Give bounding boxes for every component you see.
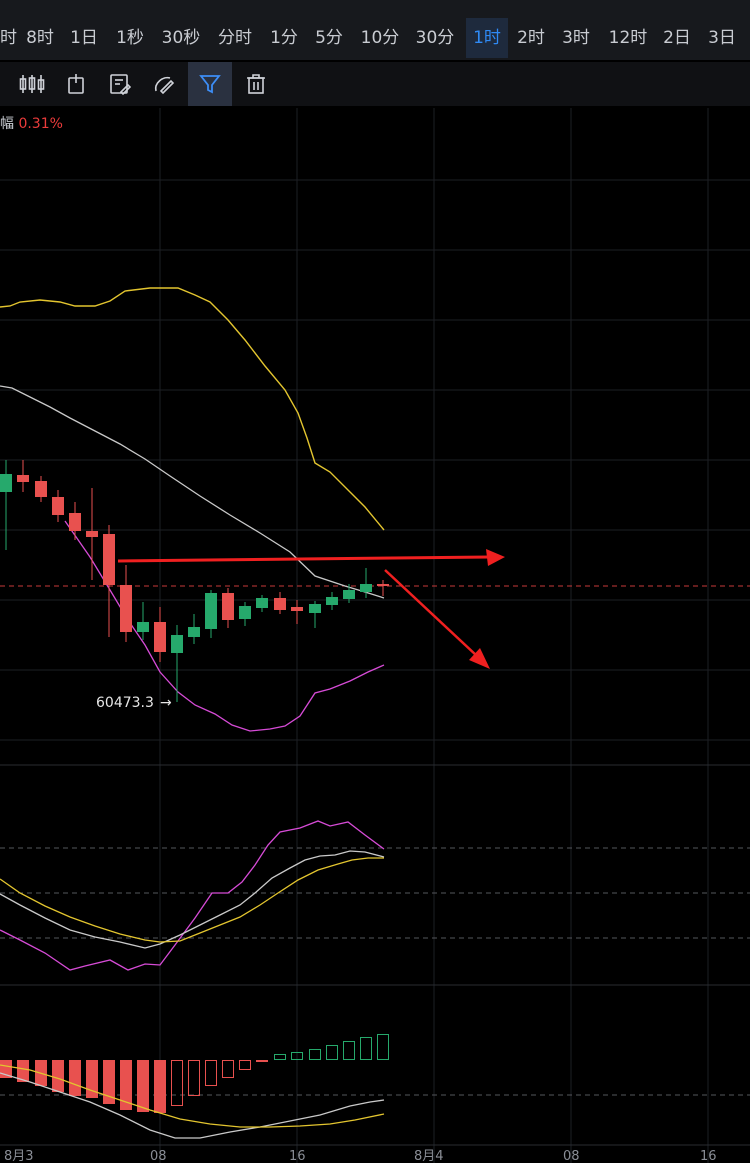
timeframe-tab-1[interactable]: 8时 (26, 28, 54, 48)
amplitude-label: 幅 (0, 116, 14, 132)
timeframe-tab-12[interactable]: 3时 (562, 28, 590, 48)
timeframe-tab-6[interactable]: 1分 (270, 28, 298, 48)
drawn-arrows[interactable] (117, 549, 505, 669)
candle-3 (35, 476, 47, 502)
x-axis-label: 08 (150, 1149, 167, 1163)
candle-4 (52, 490, 64, 522)
candle-7 (103, 525, 115, 637)
candle-23 (377, 580, 389, 596)
timeframe-tab-8[interactable]: 10分 (360, 28, 400, 48)
candle-13 (205, 590, 217, 638)
candle-11 (171, 625, 183, 702)
timeframe-tab-5[interactable]: 分时 (218, 28, 252, 48)
x-axis-label: 08 (563, 1149, 580, 1163)
x-axis-label: 8月3 (4, 1149, 34, 1163)
timeframe-tab-9[interactable]: 30分 (415, 28, 455, 48)
kdj-j-line (0, 820, 385, 971)
boll-upper-line (0, 287, 385, 531)
candle-16 (256, 595, 268, 612)
candle-2 (17, 460, 29, 492)
timeframe-tab-14[interactable]: 2日 (663, 28, 691, 48)
timeframe-tab-0[interactable]: 时 (0, 28, 17, 48)
filter-icon[interactable] (188, 62, 232, 106)
x-axis-label: 16 (289, 1149, 306, 1163)
drawing-toolbar (0, 62, 750, 106)
candle-1 (0, 460, 12, 550)
timeframe-tab-10[interactable]: 1时 (466, 18, 508, 58)
macd-dea-line (0, 1064, 385, 1128)
candles-icon[interactable] (10, 62, 54, 106)
candle-5 (69, 502, 81, 540)
x-axis-labels: 8月3 08 16 8月4 08 16 (4, 1149, 717, 1163)
candle-6 (86, 488, 98, 580)
price-chart[interactable]: 60473.3 → 8月3 08 16 8月4 0 (0, 108, 750, 1163)
kdj-d-line (0, 857, 384, 943)
candle-22 (360, 568, 372, 598)
timeframe-tab-11[interactable]: 2时 (517, 28, 545, 48)
timeframe-tab-4[interactable]: 30秒 (161, 28, 201, 48)
candle-17 (274, 592, 286, 614)
battery-icon[interactable] (54, 62, 98, 106)
candle-12 (188, 614, 200, 644)
amplitude-value: 0.31% (18, 116, 63, 132)
macd-dif-line (0, 1072, 385, 1139)
kdj-levels (0, 847, 750, 939)
low-price-annotation: 60473.3 (96, 695, 154, 711)
candle-18 (291, 600, 303, 624)
timeframe-tab-2[interactable]: 1日 (70, 28, 98, 48)
timeframe-tab-7[interactable]: 5分 (315, 28, 343, 48)
candle-20 (326, 592, 338, 610)
x-axis-label: 8月4 (414, 1149, 444, 1163)
candle-10 (154, 607, 166, 662)
timeframe-tab-15[interactable]: 3日 (708, 28, 736, 48)
candle-8 (120, 565, 132, 642)
low-arrow-icon: → (160, 695, 172, 711)
edit-note-icon[interactable] (98, 62, 142, 106)
candle-9 (137, 602, 149, 640)
candlesticks (0, 460, 389, 702)
x-axis-label: 16 (700, 1149, 717, 1163)
macd-histogram (0, 1034, 389, 1113)
kdj-k-line (0, 850, 385, 949)
chart-grid (0, 108, 750, 1163)
candle-21 (343, 584, 355, 603)
amplitude-readout: 幅 0.31% (0, 113, 63, 133)
candle-14 (222, 588, 234, 628)
trash-icon[interactable] (234, 62, 278, 106)
timeframe-tab-13[interactable]: 12时 (608, 28, 648, 48)
boll-middle-line (0, 385, 385, 599)
draw-curve-icon[interactable] (142, 62, 186, 106)
timeframe-bar: 时 8时 1日 1秒 30秒 分时 1分 5分 10分 30分 1时 2时 3时 12时 2日 3日 (0, 0, 750, 60)
candle-15 (239, 602, 251, 626)
candle-19 (309, 601, 321, 628)
timeframe-tab-3[interactable]: 1秒 (116, 28, 144, 48)
